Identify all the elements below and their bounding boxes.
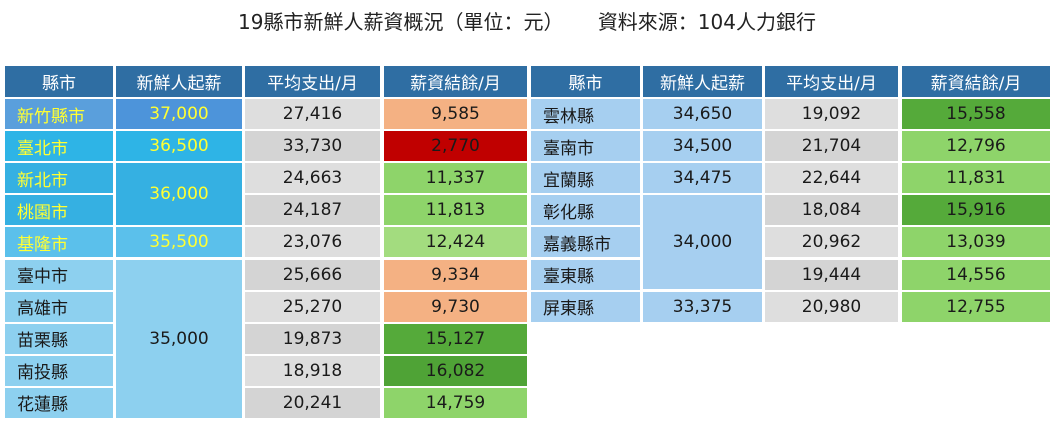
salary-cell: 36,000 [116,163,242,226]
balance-cell: 14,556 [902,259,1050,290]
expense-cell: 20,980 [765,291,898,322]
city-cell: 臺中市 [5,259,113,290]
balance-cell: 9,730 [384,291,527,322]
city-cell: 臺南市 [531,131,640,162]
balance-cell: 15,127 [384,323,527,354]
city-cell: 南投縣 [5,355,113,386]
expense-cell: 27,416 [245,99,380,129]
balance-cell: 11,337 [384,163,527,194]
balance-cell: 16,082 [384,355,527,386]
city-cell: 宜蘭縣 [531,163,640,194]
expense-cell: 21,704 [765,131,898,162]
salary-cell: 34,500 [643,131,762,162]
expense-cell: 20,241 [245,387,380,418]
city-cell: 嘉義縣市 [531,227,640,258]
header-cell: 平均支出/月 [245,66,380,97]
expense-cell: 25,270 [245,291,380,322]
title-bar: 19縣市新鮮人薪資概況（單位：元） 資料來源：104人力銀行 [0,6,1054,35]
header-cell: 平均支出/月 [765,66,898,97]
expense-cell: 25,666 [245,259,380,290]
balance-cell: 2,770 [384,131,527,162]
city-cell: 基隆市 [5,227,113,258]
header-cell: 薪資結餘/月 [384,66,527,97]
header-cell: 新鮮人起薪 [643,66,762,97]
balance-cell: 13,039 [902,227,1050,258]
expense-cell: 18,084 [765,195,898,226]
balance-cell: 12,755 [902,291,1050,322]
balance-cell: 15,558 [902,99,1050,129]
balance-cell: 9,334 [384,259,527,290]
header-cell: 縣市 [531,66,640,97]
header-cell: 縣市 [5,66,113,97]
expense-cell: 33,730 [245,131,380,162]
salary-cell: 35,500 [116,227,242,258]
city-cell: 桃園市 [5,195,113,226]
salary-cell: 34,475 [643,163,762,194]
city-cell: 苗栗縣 [5,323,113,354]
balance-cell: 15,916 [902,195,1050,226]
expense-cell: 22,644 [765,163,898,194]
salary-cell: 36,500 [116,131,242,162]
header-cell: 薪資結餘/月 [902,66,1050,97]
balance-cell: 11,813 [384,195,527,226]
city-cell: 臺北市 [5,131,113,162]
expense-cell: 20,962 [765,227,898,258]
city-cell: 新竹縣市 [5,99,113,129]
balance-cell: 9,585 [384,99,527,129]
salary-cell: 34,000 [643,195,762,290]
balance-cell: 12,424 [384,227,527,258]
expense-cell: 23,076 [245,227,380,258]
expense-cell: 18,918 [245,355,380,386]
expense-cell: 24,187 [245,195,380,226]
city-cell: 高雄市 [5,291,113,322]
header-cell: 新鮮人起薪 [116,66,242,97]
balance-cell: 14,759 [384,387,527,418]
expense-cell: 19,444 [765,259,898,290]
salary-cell: 34,650 [643,99,762,129]
title: 19縣市新鮮人薪資概況（單位：元） [238,10,564,34]
salary-cell: 35,000 [116,259,242,418]
city-cell: 彰化縣 [531,195,640,226]
balance-cell: 11,831 [902,163,1050,194]
city-cell: 臺東縣 [531,259,640,290]
expense-cell: 19,873 [245,323,380,354]
source: 資料來源：104人力銀行 [597,10,816,34]
salary-cell: 33,375 [643,291,762,322]
expense-cell: 24,663 [245,163,380,194]
city-cell: 新北市 [5,163,113,194]
city-cell: 屏東縣 [531,291,640,322]
city-cell: 雲林縣 [531,99,640,129]
city-cell: 花蓮縣 [5,387,113,418]
salary-cell: 37,000 [116,99,242,129]
expense-cell: 19,092 [765,99,898,129]
balance-cell: 12,796 [902,131,1050,162]
